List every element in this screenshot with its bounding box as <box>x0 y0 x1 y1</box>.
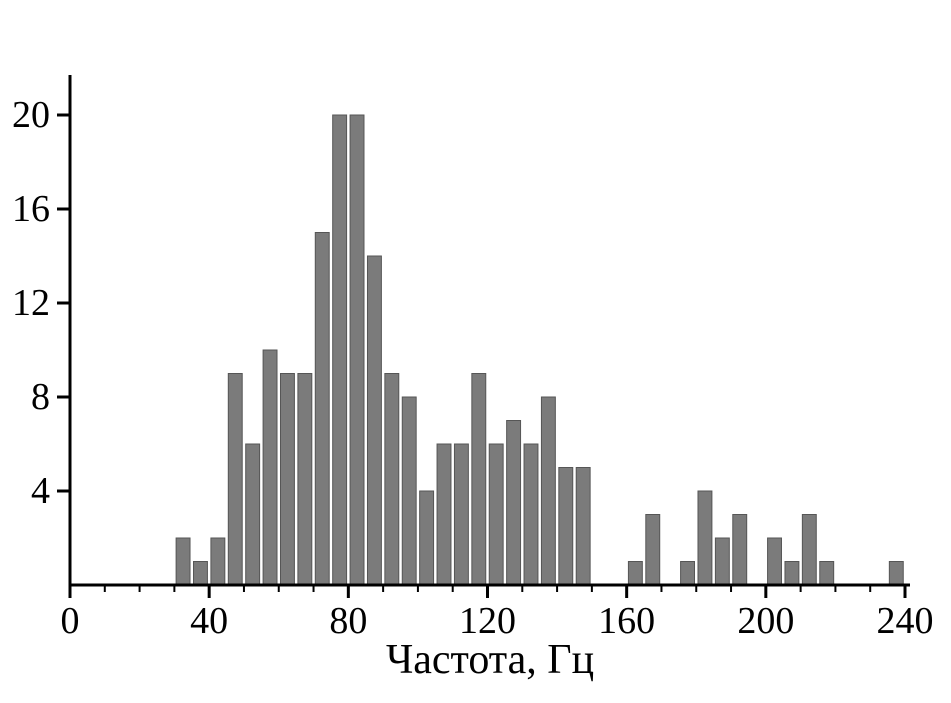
bar <box>784 561 800 586</box>
bar <box>453 443 469 586</box>
bar <box>697 490 713 586</box>
bar <box>384 373 400 586</box>
bar <box>332 114 348 586</box>
bar <box>558 467 574 586</box>
bar <box>540 396 556 586</box>
bar <box>349 114 365 586</box>
bar <box>714 537 730 586</box>
bar <box>680 561 696 586</box>
y-tick-label: 16 <box>12 188 50 230</box>
x-axis-label: Частота, Гц <box>385 637 595 683</box>
bar <box>262 349 278 586</box>
x-tick-label: 120 <box>459 600 516 642</box>
bar <box>297 373 313 586</box>
bar <box>645 514 661 586</box>
bar <box>801 514 817 586</box>
bar <box>732 514 748 586</box>
x-tick-label: 240 <box>877 600 934 642</box>
y-tick-label: 4 <box>31 470 50 512</box>
x-tick-label: 80 <box>329 600 367 642</box>
bar <box>506 420 522 586</box>
bar <box>175 537 191 586</box>
bar <box>488 443 504 586</box>
x-tick-label: 160 <box>598 600 655 642</box>
bar <box>575 467 591 586</box>
bar <box>227 373 243 586</box>
bar <box>193 561 208 586</box>
bar <box>419 490 435 586</box>
bar <box>888 561 904 586</box>
bar <box>819 561 835 586</box>
x-tick-label: 0 <box>61 600 80 642</box>
bar <box>523 443 539 586</box>
bar <box>366 255 382 586</box>
bar <box>767 537 782 586</box>
x-tick-label: 40 <box>190 600 228 642</box>
y-tick-label: 12 <box>12 282 50 324</box>
y-tick-label: 8 <box>31 376 50 418</box>
bar <box>627 561 643 586</box>
bar <box>279 373 295 586</box>
bar <box>314 232 330 586</box>
bar <box>401 396 417 586</box>
bar <box>436 443 452 586</box>
bar <box>245 443 261 586</box>
y-tick-label: 20 <box>12 94 50 136</box>
bar <box>471 373 487 586</box>
x-tick-label: 200 <box>737 600 794 642</box>
bar <box>210 537 226 586</box>
